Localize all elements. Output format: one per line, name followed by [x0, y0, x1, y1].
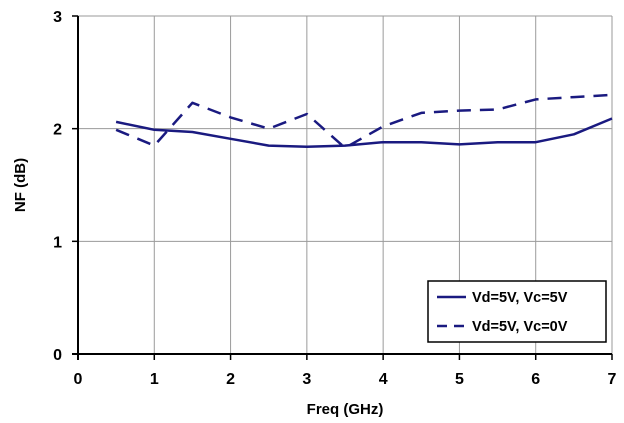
- x-axis-title: Freq (GHz): [307, 401, 384, 418]
- y-tick-label: 1: [53, 234, 62, 251]
- y-axis-title: NF (dB): [12, 158, 29, 212]
- legend: Vd=5V, Vc=5V Vd=5V, Vc=0V: [427, 280, 607, 343]
- y-tick-label: 3: [53, 9, 62, 26]
- legend-label-series-1: Vd=5V, Vc=5V: [472, 290, 568, 306]
- data-series: [115, 93, 613, 150]
- x-tick-label: 2: [226, 371, 235, 388]
- series-line-2: [115, 93, 613, 150]
- x-tick-label: 5: [455, 371, 464, 388]
- series-line-1: [115, 117, 613, 148]
- x-tick-label: 3: [302, 371, 311, 388]
- legend-label-series-2: Vd=5V, Vc=0V: [472, 319, 568, 335]
- plot-frame: [72, 16, 613, 360]
- legend-box: [427, 280, 607, 343]
- x-tick-label: 7: [608, 371, 617, 388]
- x-tick-label: 4: [379, 371, 388, 388]
- y-tick-label: 0: [53, 347, 62, 364]
- y-axis-ticks: 0 1 2 3: [53, 9, 78, 364]
- x-axis-ticks: 0 1 2 3 4 5 6 7: [74, 354, 617, 388]
- grid-lines: [78, 15, 612, 354]
- x-tick-label: 0: [74, 371, 83, 388]
- y-tick-label: 2: [53, 122, 62, 139]
- x-tick-label: 1: [150, 371, 159, 388]
- x-tick-label: 6: [531, 371, 540, 388]
